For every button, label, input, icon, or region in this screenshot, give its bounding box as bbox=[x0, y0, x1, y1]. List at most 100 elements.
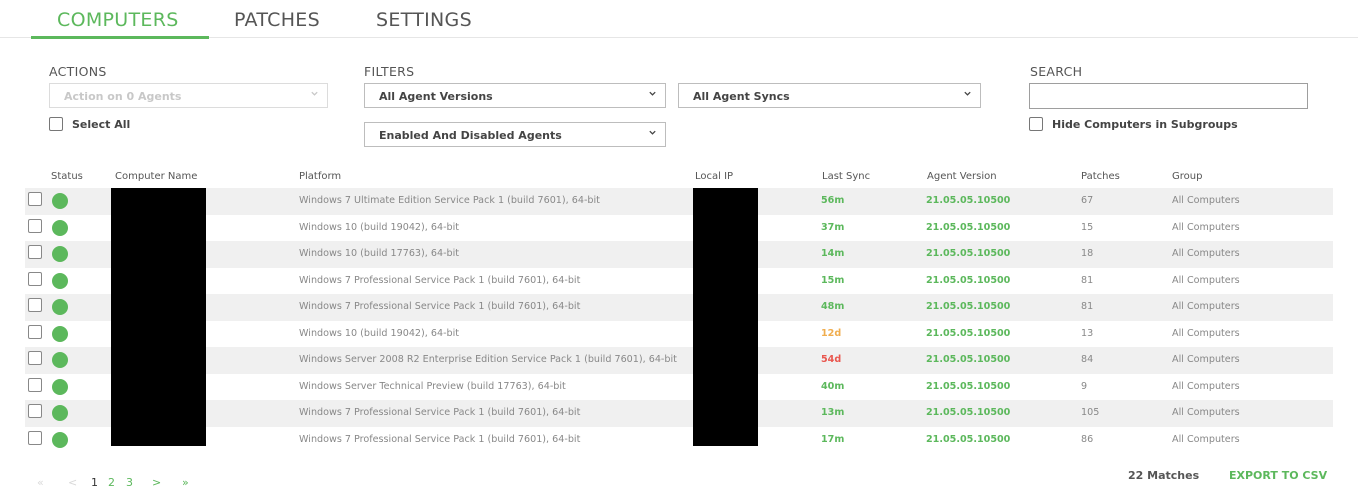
group-cell: All Computers bbox=[1172, 248, 1240, 259]
group-cell: All Computers bbox=[1172, 407, 1240, 418]
tab-patches[interactable]: PATCHES bbox=[234, 9, 320, 31]
group-cell: All Computers bbox=[1172, 380, 1240, 392]
actions-select-value: Action on 0 Agents bbox=[64, 90, 182, 103]
chevron-down-icon bbox=[310, 89, 319, 98]
last-sync-cell: 15m bbox=[821, 274, 845, 286]
agent-versions-value: All Agent Versions bbox=[379, 90, 493, 103]
patches-cell: 86 bbox=[1081, 433, 1094, 445]
platform-cell: Windows 10 (build 17763), 64-bit bbox=[299, 248, 460, 259]
row-checkbox[interactable] bbox=[28, 245, 42, 259]
header-status[interactable]: Status bbox=[51, 171, 83, 182]
patches-cell: 18 bbox=[1081, 248, 1094, 259]
table-row[interactable]: Windows 7 Ultimate Edition Service Pack … bbox=[25, 188, 1333, 215]
tab-bar: COMPUTERS PATCHES SETTINGS bbox=[0, 0, 1358, 39]
group-cell: All Computers bbox=[1172, 274, 1240, 286]
header-patches[interactable]: Patches bbox=[1081, 171, 1120, 182]
platform-cell: Windows 7 Professional Service Pack 1 (b… bbox=[299, 274, 581, 286]
platform-cell: Windows 7 Professional Service Pack 1 (b… bbox=[299, 407, 581, 418]
platform-cell: Windows Server 2008 R2 Enterprise Editio… bbox=[299, 354, 677, 365]
row-checkbox[interactable] bbox=[28, 298, 42, 312]
table-row[interactable]: Windows 7 Professional Service Pack 1 (b… bbox=[25, 400, 1333, 427]
hide-subgroups-label: Hide Computers in Subgroups bbox=[1052, 117, 1238, 131]
status-online-icon bbox=[52, 193, 68, 209]
group-cell: All Computers bbox=[1172, 433, 1240, 445]
row-checkbox[interactable] bbox=[28, 351, 42, 365]
last-page-button[interactable]: » bbox=[182, 476, 189, 489]
export-csv-button[interactable]: EXPORT TO CSV bbox=[1229, 469, 1328, 482]
redacted-computer-names bbox=[111, 188, 206, 446]
agent-version-cell: 21.05.05.10500 bbox=[926, 301, 1011, 312]
next-page-button[interactable]: > bbox=[152, 476, 162, 489]
select-all-row: Select All bbox=[49, 116, 130, 132]
hide-subgroups-checkbox[interactable] bbox=[1029, 117, 1043, 131]
row-checkbox[interactable] bbox=[28, 430, 42, 445]
last-sync-cell: 40m bbox=[821, 380, 845, 392]
patches-cell: 84 bbox=[1081, 354, 1094, 365]
header-platform[interactable]: Platform bbox=[299, 171, 342, 182]
redacted-local-ips bbox=[693, 188, 758, 446]
agent-version-cell: 21.05.05.10500 bbox=[926, 274, 1011, 286]
last-sync-cell: 56m bbox=[821, 195, 845, 206]
agent-syncs-select[interactable]: All Agent Syncs bbox=[678, 83, 981, 108]
status-online-icon bbox=[52, 299, 68, 315]
tab-computers[interactable]: COMPUTERS bbox=[57, 9, 179, 31]
chevron-down-icon bbox=[648, 128, 657, 137]
table-row[interactable]: Windows 10 (build 17763), 64-bit 14m 21.05… bbox=[25, 241, 1333, 268]
group-cell: All Computers bbox=[1172, 327, 1240, 339]
agent-version-cell: 21.05.05.10500 bbox=[926, 380, 1011, 392]
page-3-button[interactable]: 3 bbox=[126, 476, 133, 489]
first-page-button[interactable]: « bbox=[37, 476, 44, 489]
header-computer-name[interactable]: Computer Name bbox=[115, 171, 198, 182]
last-sync-cell: 48m bbox=[821, 301, 845, 312]
header-agent-version[interactable]: Agent Version bbox=[927, 171, 997, 182]
select-all-label: Select All bbox=[72, 117, 131, 131]
table-row[interactable]: Windows 7 Professional Service Pack 1 (b… bbox=[25, 294, 1333, 321]
status-online-icon bbox=[52, 325, 68, 342]
page-2-button[interactable]: 2 bbox=[108, 476, 115, 489]
last-sync-cell: 17m bbox=[821, 433, 845, 445]
platform-cell: Windows 7 Professional Service Pack 1 (b… bbox=[299, 301, 581, 312]
row-checkbox[interactable] bbox=[28, 192, 42, 206]
tab-settings[interactable]: SETTINGS bbox=[376, 9, 472, 31]
agent-version-cell: 21.05.05.10500 bbox=[926, 354, 1011, 365]
table-row[interactable]: Windows Server 2008 R2 Enterprise Editio… bbox=[25, 347, 1333, 374]
status-online-icon bbox=[52, 405, 68, 421]
page-1-button[interactable]: 1 bbox=[91, 476, 98, 489]
match-count: 22 Matches bbox=[1128, 469, 1200, 482]
agent-version-cell: 21.05.05.10500 bbox=[926, 248, 1011, 259]
select-all-checkbox[interactable] bbox=[49, 117, 63, 131]
group-cell: All Computers bbox=[1172, 301, 1240, 312]
row-checkbox[interactable] bbox=[28, 218, 42, 233]
header-local-ip[interactable]: Local IP bbox=[695, 171, 734, 182]
agent-state-select[interactable]: Enabled And Disabled Agents bbox=[364, 122, 666, 147]
table-row[interactable]: Windows 10 (build 19042), 64-bit 12d 21.05… bbox=[25, 321, 1333, 348]
agent-syncs-value: All Agent Syncs bbox=[693, 90, 790, 103]
search-input[interactable] bbox=[1029, 83, 1308, 109]
patches-cell: 15 bbox=[1081, 221, 1094, 233]
row-checkbox[interactable] bbox=[28, 404, 42, 418]
agent-version-cell: 21.05.05.10500 bbox=[926, 407, 1011, 418]
patches-cell: 13 bbox=[1081, 327, 1094, 339]
status-online-icon bbox=[52, 272, 68, 289]
agent-versions-select[interactable]: All Agent Versions bbox=[364, 83, 666, 108]
chevron-down-icon bbox=[648, 89, 657, 98]
table-row[interactable]: Windows 7 Professional Service Pack 1 (b… bbox=[25, 268, 1333, 295]
status-online-icon bbox=[52, 219, 68, 236]
header-group[interactable]: Group bbox=[1172, 171, 1203, 182]
actions-label: ACTIONS bbox=[49, 64, 107, 79]
actions-select[interactable]: Action on 0 Agents bbox=[49, 83, 328, 108]
table-row[interactable]: Windows 7 Professional Service Pack 1 (b… bbox=[25, 427, 1333, 454]
row-checkbox[interactable] bbox=[28, 271, 42, 286]
platform-cell: Windows 7 Professional Service Pack 1 (b… bbox=[299, 433, 581, 445]
prev-page-button[interactable]: < bbox=[68, 476, 78, 489]
table-row[interactable]: Windows 10 (build 19042), 64-bit 37m 21.05… bbox=[25, 215, 1333, 242]
row-checkbox[interactable] bbox=[28, 324, 42, 339]
header-last-sync[interactable]: Last Sync bbox=[822, 171, 871, 182]
row-checkbox[interactable] bbox=[28, 377, 42, 392]
agent-version-cell: 21.05.05.10500 bbox=[926, 433, 1011, 445]
group-cell: All Computers bbox=[1172, 221, 1240, 233]
table-row[interactable]: Windows Server Technical Preview (build … bbox=[25, 374, 1333, 401]
hide-subgroups-row: Hide Computers in Subgroups bbox=[1029, 116, 1238, 132]
platform-cell: Windows 7 Ultimate Edition Service Pack … bbox=[299, 195, 600, 206]
status-online-icon bbox=[52, 431, 68, 448]
